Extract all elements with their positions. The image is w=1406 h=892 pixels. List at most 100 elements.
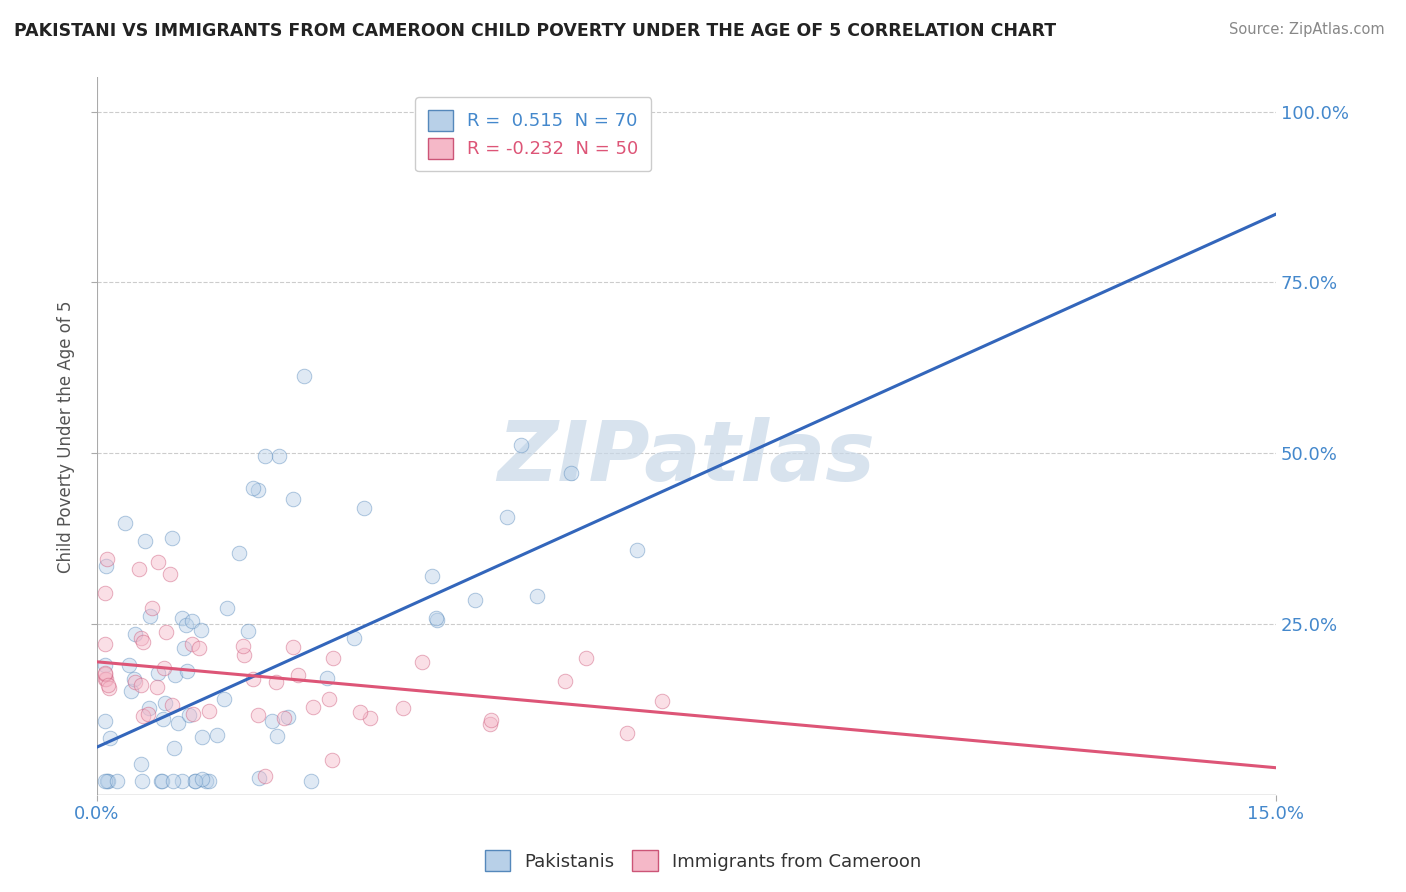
Point	[253, 768, 276, 782]
Point	[254, 449, 277, 463]
Point	[96, 774, 118, 789]
Point	[131, 635, 153, 649]
Point	[170, 774, 193, 789]
Point	[128, 561, 150, 575]
Point	[215, 601, 238, 615]
Point	[97, 678, 120, 692]
Point	[152, 712, 174, 726]
Point	[190, 730, 212, 744]
Point	[134, 533, 156, 548]
Point	[93, 586, 115, 600]
Point	[349, 706, 371, 720]
Point	[195, 774, 218, 789]
Point	[150, 774, 173, 789]
Point	[120, 684, 142, 698]
Point	[96, 558, 118, 573]
Point	[131, 678, 153, 692]
Point	[180, 637, 202, 651]
Point	[122, 673, 145, 687]
Point	[150, 774, 173, 789]
Point	[98, 681, 121, 695]
Point	[93, 666, 115, 681]
Point	[281, 640, 304, 654]
Point	[177, 708, 200, 723]
Point	[266, 729, 288, 743]
Point	[167, 715, 190, 730]
Point	[479, 713, 502, 727]
Point	[198, 774, 221, 789]
Point	[233, 648, 256, 662]
Point	[359, 711, 381, 725]
Point	[160, 531, 183, 545]
Point	[197, 704, 219, 718]
Point	[281, 491, 304, 506]
Point	[165, 667, 187, 681]
Point	[277, 710, 299, 724]
Point	[131, 774, 153, 789]
Point	[181, 707, 204, 722]
Point	[247, 771, 270, 785]
Point	[478, 717, 501, 731]
Y-axis label: Child Poverty Under the Age of 5: Child Poverty Under the Age of 5	[58, 300, 75, 573]
Text: ZIPatlas: ZIPatlas	[498, 417, 876, 499]
Point	[496, 510, 519, 524]
Point	[273, 711, 295, 725]
Point	[96, 552, 118, 566]
Text: Source: ZipAtlas.com: Source: ZipAtlas.com	[1229, 22, 1385, 37]
Point	[526, 589, 548, 603]
Point	[124, 627, 146, 641]
Point	[420, 569, 443, 583]
Point	[162, 774, 184, 789]
Point	[301, 700, 323, 714]
Point	[299, 774, 322, 789]
Point	[426, 613, 449, 627]
Point	[173, 641, 195, 656]
Point	[163, 740, 186, 755]
Point	[391, 701, 413, 715]
Point	[93, 774, 115, 789]
Point	[246, 483, 269, 498]
Point	[93, 658, 115, 673]
Point	[343, 631, 366, 645]
Point	[626, 543, 648, 558]
Point	[160, 698, 183, 713]
Point	[242, 672, 264, 686]
Point	[129, 757, 152, 772]
Point	[93, 672, 115, 686]
Point	[191, 772, 214, 787]
Point	[170, 611, 193, 625]
Point	[96, 672, 118, 686]
Point	[141, 601, 163, 615]
Point	[616, 725, 638, 739]
Point	[554, 673, 576, 688]
Point	[93, 637, 115, 651]
Point	[651, 694, 673, 708]
Point	[575, 651, 598, 665]
Point	[148, 666, 170, 681]
Point	[105, 774, 128, 789]
Point	[560, 466, 582, 480]
Point	[238, 624, 260, 638]
Point	[316, 671, 339, 685]
Point	[510, 438, 533, 452]
Point	[181, 614, 204, 628]
Point	[264, 675, 287, 690]
Point	[292, 368, 315, 383]
Point	[321, 754, 343, 768]
Point	[97, 774, 120, 789]
Point	[322, 651, 344, 665]
Point	[228, 546, 250, 560]
Point	[153, 696, 176, 710]
Point	[232, 639, 254, 653]
Point	[260, 714, 283, 728]
Point	[132, 709, 155, 723]
Text: PAKISTANI VS IMMIGRANTS FROM CAMEROON CHILD POVERTY UNDER THE AGE OF 5 CORRELATI: PAKISTANI VS IMMIGRANTS FROM CAMEROON CH…	[14, 22, 1056, 40]
Point	[129, 631, 152, 645]
Point	[287, 667, 309, 681]
Point	[318, 691, 340, 706]
Point	[153, 661, 176, 675]
Point	[267, 449, 290, 463]
Point	[188, 640, 211, 655]
Point	[425, 611, 447, 625]
Point	[136, 706, 159, 721]
